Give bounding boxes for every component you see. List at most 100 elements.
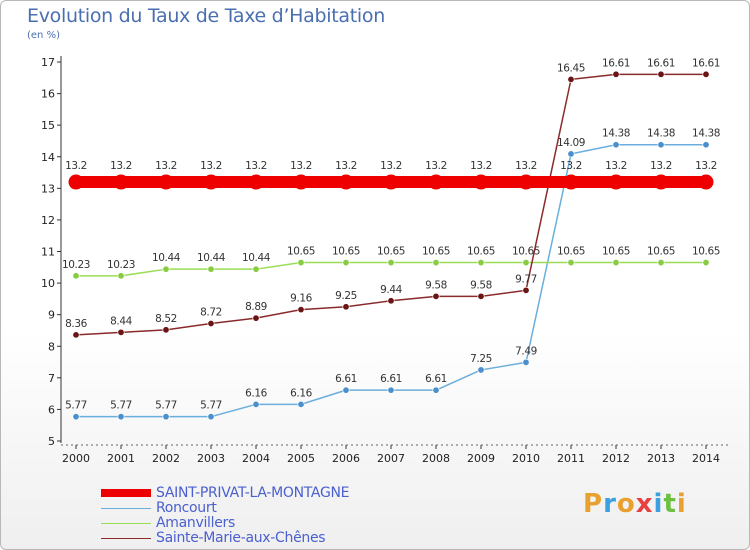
data-label: 13.2 bbox=[245, 160, 267, 172]
data-label: 13.2 bbox=[200, 160, 222, 172]
data-point bbox=[563, 174, 579, 190]
data-label: 8.89 bbox=[245, 301, 267, 313]
data-label: 8.36 bbox=[65, 318, 87, 330]
x-tick-label: 2004 bbox=[242, 452, 270, 465]
data-point bbox=[522, 286, 530, 294]
legend-label-amanvillers: Amanvillers bbox=[156, 515, 235, 531]
data-point bbox=[567, 75, 575, 83]
data-label: 6.61 bbox=[335, 373, 357, 385]
logo-letter: r bbox=[603, 489, 617, 519]
data-point bbox=[117, 328, 125, 336]
y-tick-label: 14 bbox=[41, 151, 55, 164]
x-tick-label: 2002 bbox=[152, 452, 180, 465]
data-label: 10.65 bbox=[557, 246, 585, 258]
data-label: 6.16 bbox=[290, 387, 312, 399]
y-tick-label: 7 bbox=[48, 372, 55, 385]
x-tick-label: 2014 bbox=[692, 452, 720, 465]
data-label: 8.52 bbox=[155, 313, 177, 325]
data-label: 9.16 bbox=[290, 293, 312, 305]
y-tick-label: 17 bbox=[41, 56, 55, 69]
data-point bbox=[608, 174, 624, 190]
legend-swatch-saint-privat bbox=[101, 489, 151, 497]
data-label: 10.44 bbox=[242, 252, 271, 264]
data-point bbox=[297, 400, 305, 408]
data-label: 13.2 bbox=[515, 160, 537, 172]
x-tick-label: 2005 bbox=[287, 452, 315, 465]
x-tick-label: 2006 bbox=[332, 452, 360, 465]
data-point bbox=[477, 292, 485, 300]
data-point bbox=[68, 174, 84, 190]
data-point bbox=[387, 259, 395, 267]
legend-label-saint-privat: SAINT-PRIVAT-LA-MONTAGNE bbox=[156, 485, 350, 501]
data-point bbox=[477, 259, 485, 267]
data-point bbox=[702, 259, 710, 267]
data-point bbox=[158, 174, 174, 190]
data-point bbox=[207, 265, 215, 273]
data-point bbox=[293, 174, 309, 190]
x-tick-label: 2001 bbox=[107, 452, 135, 465]
data-point bbox=[342, 259, 350, 267]
data-label: 13.2 bbox=[425, 160, 447, 172]
data-point bbox=[702, 141, 710, 149]
data-point bbox=[113, 174, 129, 190]
logo-letter: o bbox=[616, 489, 636, 519]
logo-letter: i bbox=[653, 489, 664, 519]
x-tick-label: 2009 bbox=[467, 452, 495, 465]
data-label: 5.77 bbox=[155, 400, 177, 412]
data-label: 10.44 bbox=[152, 252, 181, 264]
y-tick-label: 8 bbox=[48, 340, 55, 353]
logo-letter: x bbox=[635, 489, 654, 519]
data-label: 9.58 bbox=[470, 279, 492, 291]
data-label: 14.38 bbox=[602, 128, 630, 140]
y-tick-label: 5 bbox=[48, 435, 55, 448]
data-label: 13.2 bbox=[470, 160, 492, 172]
data-label: 5.77 bbox=[200, 400, 222, 412]
data-label: 10.23 bbox=[62, 259, 90, 271]
data-point bbox=[428, 174, 444, 190]
logo-letter: t bbox=[663, 489, 677, 519]
data-point bbox=[567, 259, 575, 267]
data-point bbox=[207, 320, 215, 328]
legend-swatch-amanvillers bbox=[101, 523, 151, 524]
data-label: 13.2 bbox=[335, 160, 357, 172]
data-point bbox=[522, 259, 530, 267]
data-label: 9.58 bbox=[425, 279, 447, 291]
data-label: 6.61 bbox=[425, 373, 447, 385]
data-point bbox=[518, 174, 534, 190]
logo-letter: i bbox=[676, 489, 687, 519]
data-label: 16.45 bbox=[557, 62, 585, 74]
data-label: 10.65 bbox=[467, 246, 495, 258]
y-tick-label: 10 bbox=[41, 277, 55, 290]
data-point bbox=[72, 272, 80, 280]
data-point bbox=[203, 174, 219, 190]
data-point bbox=[657, 259, 665, 267]
data-point bbox=[383, 174, 399, 190]
data-point bbox=[162, 326, 170, 334]
x-tick-label: 2010 bbox=[512, 452, 540, 465]
logo-letter: P bbox=[583, 489, 604, 519]
data-point bbox=[252, 400, 260, 408]
y-tick-label: 16 bbox=[41, 88, 55, 101]
data-point bbox=[252, 314, 260, 322]
data-point bbox=[473, 174, 489, 190]
y-tick-label: 12 bbox=[41, 214, 55, 227]
data-label: 6.61 bbox=[380, 373, 402, 385]
data-label: 9.77 bbox=[515, 273, 537, 285]
data-label: 10.65 bbox=[692, 246, 720, 258]
y-tick-label: 9 bbox=[48, 309, 55, 322]
data-point bbox=[432, 259, 440, 267]
x-tick-label: 2000 bbox=[62, 452, 90, 465]
data-point bbox=[297, 306, 305, 314]
data-point bbox=[432, 292, 440, 300]
data-label: 10.65 bbox=[647, 246, 675, 258]
data-label: 9.25 bbox=[335, 290, 357, 302]
data-point bbox=[657, 141, 665, 149]
y-tick-label: 15 bbox=[41, 119, 55, 132]
data-label: 13.2 bbox=[695, 160, 717, 172]
data-point bbox=[702, 70, 710, 78]
data-point bbox=[657, 70, 665, 78]
data-label: 13.2 bbox=[560, 160, 582, 172]
data-point bbox=[522, 358, 530, 366]
data-label: 9.44 bbox=[380, 284, 402, 296]
